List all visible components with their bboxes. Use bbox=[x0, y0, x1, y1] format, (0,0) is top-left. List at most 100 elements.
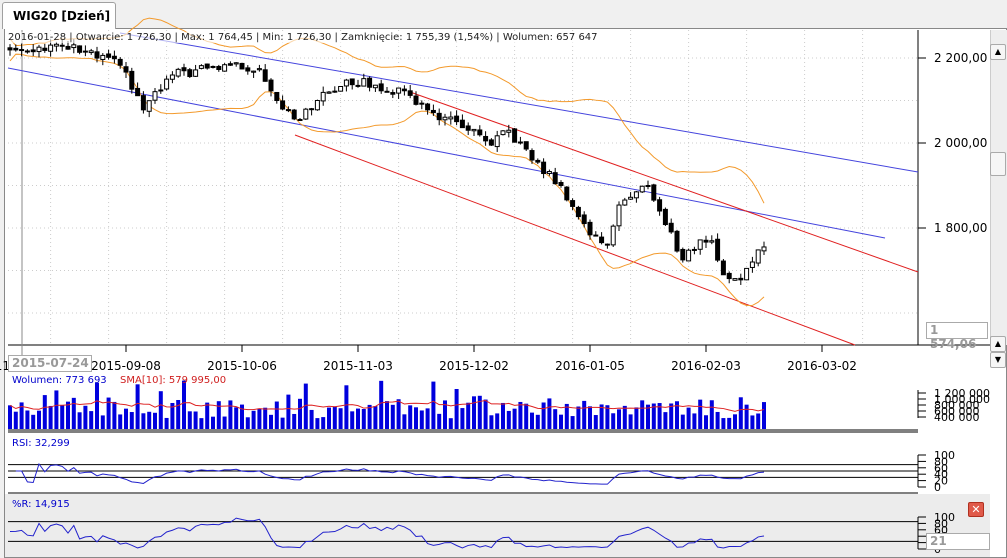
volume-bar bbox=[738, 397, 743, 429]
candle-body bbox=[239, 62, 245, 70]
volume-bar bbox=[245, 417, 250, 429]
candle-body bbox=[552, 172, 558, 185]
volume-bar bbox=[599, 404, 604, 429]
candle-body bbox=[384, 90, 390, 93]
volume-bar bbox=[605, 405, 610, 429]
volume-bar bbox=[176, 399, 181, 429]
scroll-up-arrow-icon[interactable]: ▲ bbox=[990, 336, 1006, 352]
volume-bar bbox=[472, 396, 476, 429]
date-tick-label: 2016-03-02 bbox=[787, 359, 857, 373]
candle-body bbox=[720, 260, 726, 276]
volume-bar bbox=[251, 410, 256, 429]
candle-body bbox=[320, 91, 326, 102]
wr-label: %R: 14,915 bbox=[12, 499, 70, 510]
volume-bar bbox=[95, 382, 99, 429]
volume-bar bbox=[13, 411, 18, 429]
candle-body bbox=[152, 91, 158, 101]
candle-body bbox=[390, 92, 396, 95]
volume-bar bbox=[535, 414, 540, 429]
candle-body bbox=[448, 116, 454, 120]
rsi-line bbox=[15, 462, 765, 485]
volume-bar bbox=[83, 405, 88, 429]
volume-bar bbox=[164, 417, 169, 429]
candle-body bbox=[564, 186, 570, 201]
scroll-down-arrow-icon[interactable]: ▼ bbox=[990, 352, 1006, 368]
candle-body bbox=[430, 109, 436, 114]
volume-bar bbox=[686, 407, 691, 429]
candle-body bbox=[233, 62, 239, 65]
ohlc-info: 2016-01-28 | Otwarcie: 1 726,30 | Max: 1… bbox=[8, 32, 598, 43]
candle-body bbox=[436, 112, 442, 121]
volume-bar bbox=[512, 408, 517, 429]
candle-body bbox=[338, 85, 344, 92]
candle-body bbox=[123, 66, 129, 73]
volume-bar bbox=[37, 410, 41, 429]
volume-bar bbox=[303, 383, 308, 429]
volume-bar bbox=[135, 384, 140, 429]
candle-body bbox=[361, 78, 367, 87]
candle-body bbox=[158, 89, 164, 92]
candle-body bbox=[401, 88, 407, 92]
candle-body bbox=[744, 267, 750, 281]
date-tick-label: 08-11 bbox=[0, 359, 10, 373]
volume-bar bbox=[495, 413, 500, 429]
wr-period-input[interactable]: 21 bbox=[926, 533, 990, 550]
volume-bar bbox=[153, 412, 157, 429]
candle-body bbox=[204, 63, 210, 69]
candle-body bbox=[471, 128, 477, 132]
volume-tick-label: 1 200 000 bbox=[934, 387, 990, 400]
volume-bar bbox=[54, 390, 59, 429]
candle-body bbox=[372, 84, 378, 89]
candle-body bbox=[726, 272, 732, 280]
volume-bar bbox=[42, 395, 47, 429]
candle-body bbox=[65, 45, 71, 50]
candle-body bbox=[407, 90, 413, 96]
scroll-up-button[interactable]: ▲ bbox=[990, 44, 1006, 60]
candle-body bbox=[616, 204, 622, 227]
candle-body bbox=[593, 234, 599, 237]
price-scrollbar[interactable] bbox=[990, 30, 1007, 345]
volume-bar bbox=[443, 400, 447, 429]
volume-bar bbox=[454, 388, 459, 429]
candle-body bbox=[36, 46, 42, 53]
volume-bar bbox=[396, 399, 401, 429]
chart-tab[interactable]: WIG20 [Dzień] bbox=[2, 2, 116, 29]
volume-bar bbox=[646, 404, 650, 429]
wr-line bbox=[9, 517, 765, 549]
volume-bar bbox=[402, 414, 407, 429]
candle-body bbox=[610, 225, 616, 246]
scroll-thumb[interactable] bbox=[990, 152, 1006, 176]
close-indicator-button[interactable]: ✕ bbox=[968, 502, 984, 517]
price-tick-label: 2 200,00 bbox=[934, 51, 987, 65]
wr-panel-bg bbox=[5, 494, 990, 557]
rsi-tick-label: 100 bbox=[934, 449, 955, 462]
bollinger-lower bbox=[9, 53, 765, 306]
volume-bar bbox=[106, 397, 111, 429]
candle-body bbox=[256, 68, 262, 71]
rsi-tick-label: 0 bbox=[934, 481, 941, 494]
volume-bar bbox=[274, 401, 279, 429]
volume-bar bbox=[263, 407, 268, 429]
volume-bar bbox=[292, 413, 297, 429]
candle-body bbox=[419, 102, 425, 105]
volume-tick-label: 400 000 bbox=[934, 411, 980, 424]
volume-bar bbox=[222, 416, 227, 429]
candle-body bbox=[483, 135, 489, 142]
volume-bar bbox=[66, 401, 70, 429]
volume-bar bbox=[8, 405, 12, 429]
volume-bar bbox=[361, 408, 366, 429]
candle-body bbox=[599, 236, 605, 244]
price-tick-label: 1 800,00 bbox=[934, 221, 987, 235]
candle-body bbox=[42, 47, 48, 51]
candle-body bbox=[111, 55, 117, 60]
channel-line-red-lower bbox=[294, 134, 856, 346]
volume-bar bbox=[187, 411, 192, 429]
volume-bar bbox=[100, 415, 105, 429]
candle-body bbox=[575, 206, 581, 218]
volume-bar bbox=[269, 414, 273, 429]
volume-bar bbox=[675, 401, 679, 429]
volume-bar bbox=[298, 398, 302, 429]
wr-tick-label: 100 bbox=[934, 511, 955, 524]
volume-bar bbox=[193, 411, 198, 429]
